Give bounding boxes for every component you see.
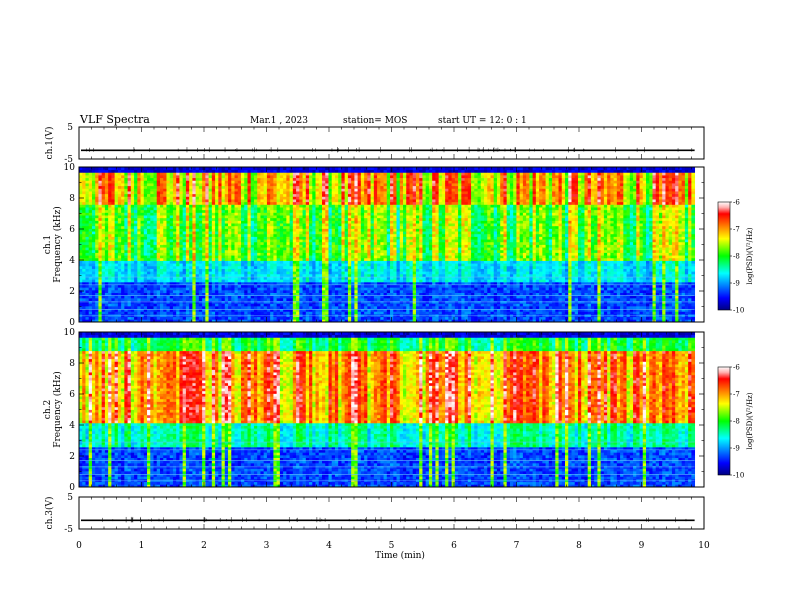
y-axis-label-channel: ch.1	[43, 235, 53, 254]
colorbar-tick-label: -7	[733, 226, 740, 234]
colorbar-tick-label: -8	[733, 418, 740, 426]
y-tick-label: 4	[69, 256, 75, 266]
start-time-label: start UT = 12: 0 : 1	[438, 116, 527, 126]
x-tick-label: 6	[451, 541, 457, 551]
ch2-spectrogram-colorbar: -6 -7 -8 -9 -10 log(PSD)(V²/Hz)	[717, 364, 754, 480]
y-axis-label-channel: ch.2	[43, 400, 53, 419]
ch1-waveform: 5 -5 ch.1(V)	[44, 123, 705, 165]
y-tick-label: -5	[64, 155, 73, 165]
colorbar-tick-label: -8	[733, 253, 740, 261]
y-tick-label: 8	[69, 359, 75, 369]
y-tick-label: 2	[69, 452, 75, 462]
x-axis-label: Time (min)	[375, 550, 425, 561]
date-label: Mar.1 , 2023	[250, 116, 308, 126]
y-tick-label: 5	[67, 123, 73, 133]
x-tick-label: 10	[698, 541, 710, 551]
y-axis-label: ch.1(V)	[44, 127, 55, 160]
y-tick-label: 6	[69, 390, 75, 400]
y-tick-label: 8	[69, 194, 75, 204]
x-tick-label: 1	[139, 541, 145, 551]
x-tick-labels: 0 1 2 3 4 5 6 7 8 9 10	[76, 541, 710, 551]
y-tick-label: -5	[64, 525, 73, 535]
y-tick-label: 0	[69, 318, 75, 328]
ch1-spectrogram: 0 2 4 6 8 10 ch.1 Frequency (kHz) -6 -7 -8 -9 -10 log…	[43, 163, 754, 328]
ch1-spectrogram-image	[79, 167, 696, 323]
x-tick-label: 5	[389, 541, 395, 551]
y-axis-label-frequency: Frequency (kHz)	[52, 206, 63, 283]
colorbar-gradient	[717, 366, 731, 476]
x-tick-label: 0	[76, 541, 82, 551]
ch3-waveform: 5 -5 ch.3(V)	[44, 493, 705, 535]
colorbar-tick-label: -10	[733, 307, 744, 315]
station-label: station= MOS	[343, 116, 407, 126]
x-tick-label: 7	[514, 541, 520, 551]
y-tick-label: 10	[64, 163, 76, 173]
x-tick-label: 2	[201, 541, 207, 551]
x-tick-label: 3	[264, 541, 270, 551]
x-tick-label: 9	[639, 541, 645, 551]
y-axis-label: ch.3(V)	[44, 497, 55, 530]
y-tick-label: 6	[69, 225, 75, 235]
ch1-waveform-frame	[78, 126, 705, 160]
x-tick-label: 4	[326, 541, 332, 551]
y-tick-label: 0	[69, 483, 75, 493]
y-axis-label-frequency: Frequency (kHz)	[52, 371, 63, 448]
y-tick-label: 5	[67, 493, 73, 503]
figure-title: VLF Spectra	[79, 113, 150, 126]
colorbar-tick-label: -9	[733, 445, 740, 453]
ch2-spectrogram-image	[79, 332, 696, 488]
colorbar-tick-label: -7	[733, 391, 740, 399]
colorbar-tick-label: -10	[733, 472, 744, 480]
colorbar-label: log(PSD)(V²/Hz)	[746, 227, 754, 284]
colorbar-tick-label: -6	[733, 364, 740, 372]
y-tick-label: 4	[69, 421, 75, 431]
x-tick-label: 8	[576, 541, 582, 551]
y-tick-label: 10	[64, 328, 76, 338]
colorbar-label: log(PSD)(V²/Hz)	[746, 392, 754, 449]
ch2-spectrogram: 0 2 4 6 8 10 ch.2 Frequency (kHz) -6 -7 -8 -9 -10 log…	[43, 328, 754, 493]
ch1-spectrogram-colorbar: -6 -7 -8 -9 -10 log(PSD)(V²/Hz)	[717, 199, 754, 315]
ch3-waveform-frame	[78, 496, 705, 530]
colorbar-gradient	[717, 201, 731, 311]
colorbar-tick-label: -9	[733, 280, 740, 288]
colorbar-tick-label: -6	[733, 199, 740, 207]
y-tick-label: 2	[69, 287, 75, 297]
